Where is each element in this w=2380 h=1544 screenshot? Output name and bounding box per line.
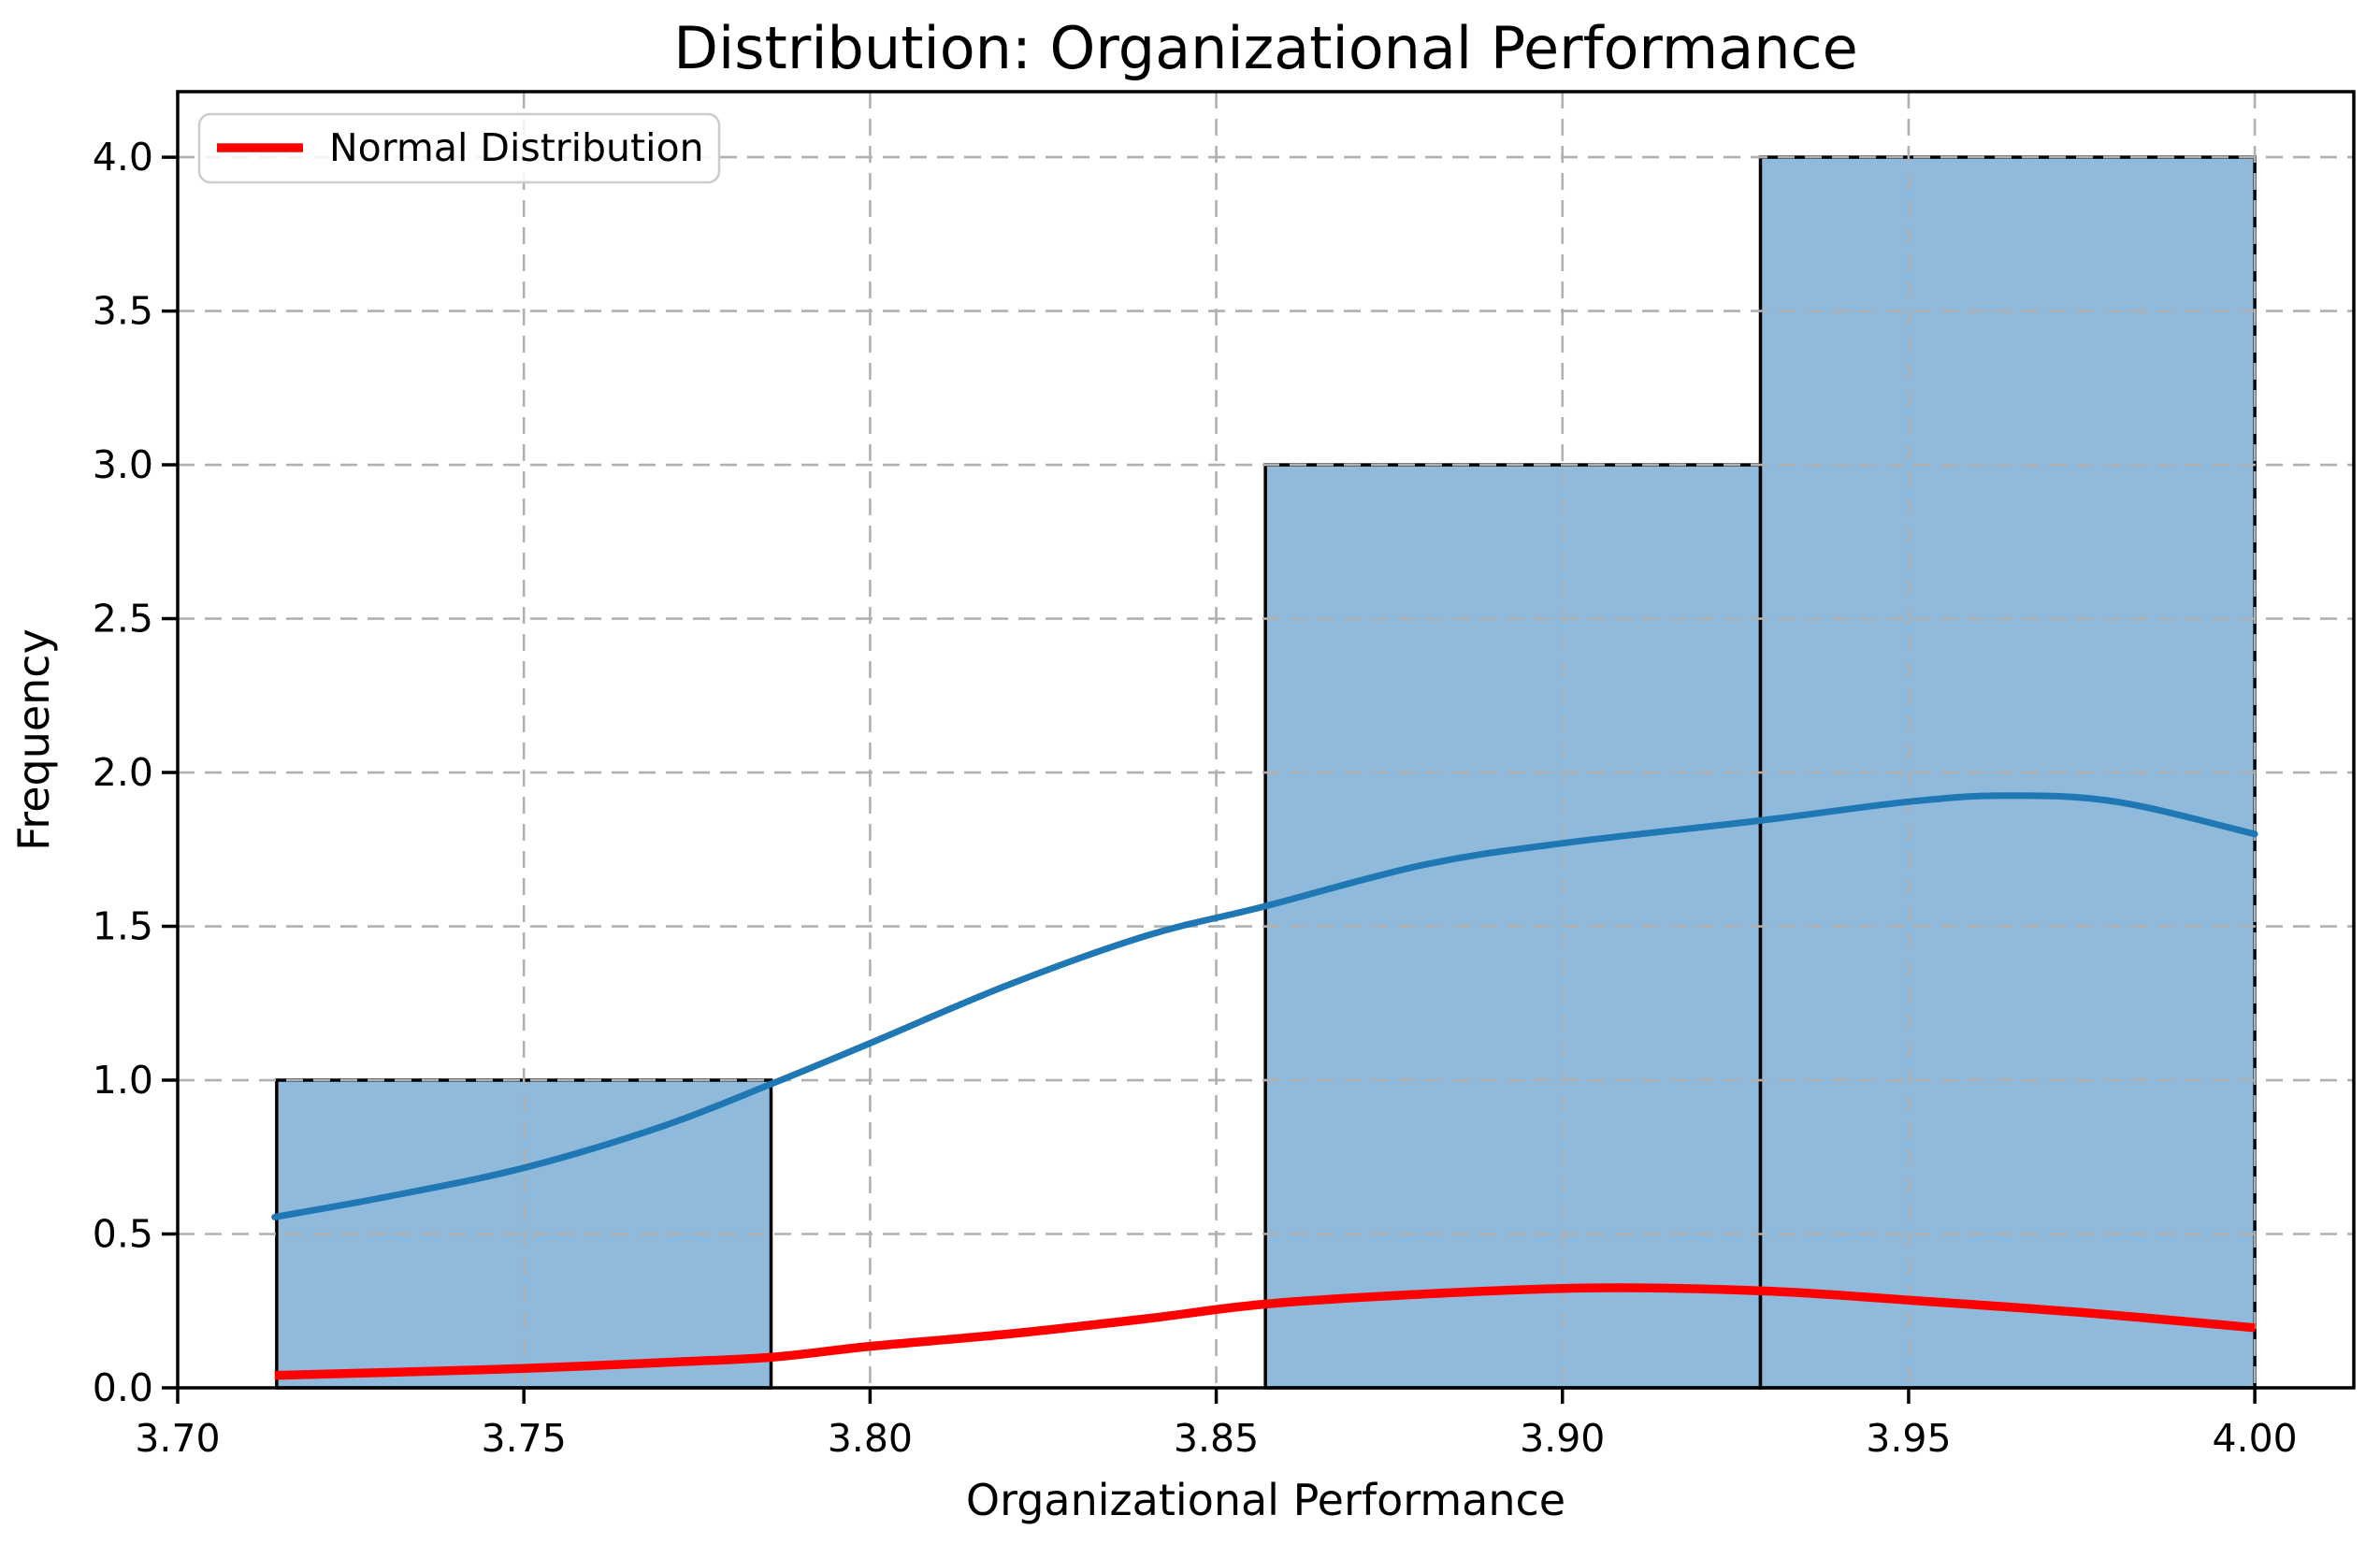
y-tick-label: 2.5: [93, 597, 153, 642]
y-tick-label: 1.0: [93, 1058, 153, 1103]
y-tick-label: 3.0: [93, 442, 153, 487]
normal-distribution-line: [274, 1283, 2256, 1380]
x-tick-label: 3.95: [1866, 1416, 1951, 1461]
legend-box: [197, 112, 721, 184]
y-tick-label: 0.5: [93, 1212, 153, 1257]
x-tick-label: 3.85: [1174, 1416, 1259, 1461]
axis-spines: [176, 90, 2356, 1390]
x-tick-label: 3.70: [135, 1416, 220, 1461]
chart-title: Distribution: Organizational Performance: [673, 14, 1858, 82]
x-tick-label: 4.00: [2212, 1416, 2297, 1461]
y-tick-label: 1.5: [93, 904, 153, 949]
y-tick-label: 2.0: [93, 750, 153, 795]
x-tick-label: 3.75: [482, 1416, 567, 1461]
kde-line: [271, 792, 2258, 1220]
x-tick-label: 3.90: [1520, 1416, 1605, 1461]
y-tick-label: 3.5: [93, 289, 153, 334]
y-tick-label: 4.0: [93, 135, 153, 180]
y-axis-label: Frequency: [8, 628, 59, 851]
x-axis-label: Organizational Performance: [966, 1475, 1565, 1525]
legend-label: Normal Distribution: [329, 125, 704, 170]
y-tick-label: 0.0: [93, 1365, 153, 1410]
x-tick-label: 3.80: [828, 1416, 913, 1461]
